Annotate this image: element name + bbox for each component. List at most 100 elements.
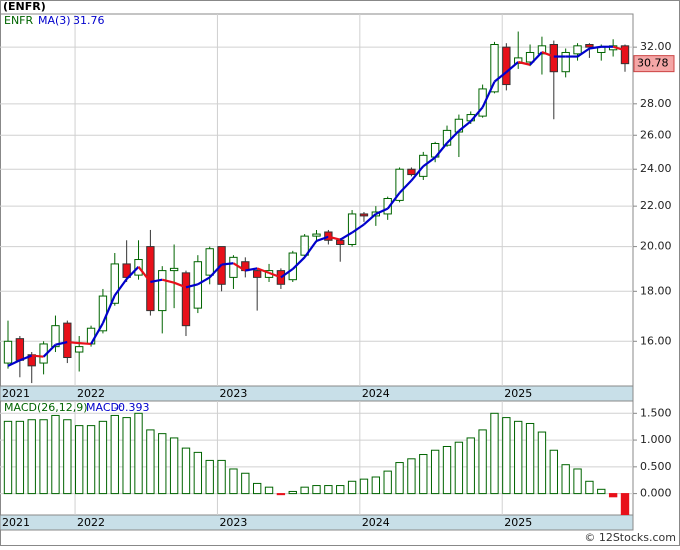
candle-body xyxy=(110,263,119,304)
ma-line xyxy=(67,340,80,345)
ma-line xyxy=(589,45,602,50)
candle-body xyxy=(27,354,36,367)
candle-body xyxy=(549,44,558,73)
macd-bar xyxy=(181,447,191,495)
candle-body xyxy=(169,267,179,272)
ma-line xyxy=(173,281,187,289)
ma-line xyxy=(161,278,175,284)
plot xyxy=(3,31,630,384)
y-tick-label: 32.00 xyxy=(640,40,672,53)
legend-ma-name: MA(3) xyxy=(38,14,71,27)
ma-line xyxy=(375,207,389,215)
candle-body xyxy=(122,263,131,278)
candle-body xyxy=(181,272,191,327)
macd-bar xyxy=(51,414,60,495)
macd-bar xyxy=(347,480,357,495)
macd-bar xyxy=(502,417,511,495)
legend-macd-value: -0.393 xyxy=(114,401,149,414)
macd-bar xyxy=(86,425,96,495)
macd-bar xyxy=(169,437,179,495)
legend-macd-name: MACD(26,12,9) xyxy=(4,401,88,414)
ma-line xyxy=(19,354,33,362)
candle-body xyxy=(51,325,60,348)
ma-line xyxy=(481,81,496,108)
macd-bar xyxy=(276,493,286,496)
ma-line xyxy=(208,263,223,279)
ma-line xyxy=(256,267,270,274)
macd-bar xyxy=(359,478,369,495)
candle-body xyxy=(158,270,167,312)
macd-bar xyxy=(229,468,238,495)
ma-line xyxy=(386,192,401,210)
ma-line xyxy=(434,142,448,159)
macd-bar xyxy=(324,485,333,495)
legend-ma-value: 31.76 xyxy=(73,14,105,27)
ma-line xyxy=(150,278,163,284)
macd-bar xyxy=(288,490,297,495)
candle-body xyxy=(585,44,594,48)
y-tick-label: 26.00 xyxy=(640,128,672,141)
candle-body xyxy=(312,233,321,237)
y-tick-label: 22.00 xyxy=(640,199,672,212)
candle-body xyxy=(229,256,238,278)
candle-body xyxy=(276,270,286,285)
last-price-box xyxy=(633,55,675,73)
candle-body xyxy=(573,45,582,55)
macd-bar xyxy=(395,462,404,495)
y-tick-label: 1.500 xyxy=(640,406,672,419)
macd-bar xyxy=(98,420,108,495)
watermark: © 12Stocks.com xyxy=(584,531,676,544)
candle-body xyxy=(537,45,547,55)
macd-bar xyxy=(300,486,309,495)
x-tick-label: 2021 xyxy=(2,516,30,529)
x-tick-label: 2024 xyxy=(362,387,390,400)
macd-bar xyxy=(134,412,143,495)
macd-bar xyxy=(158,433,167,495)
ma-line xyxy=(185,283,199,289)
x-tick-label: 2022 xyxy=(77,516,105,529)
x-tick-label: 2023 xyxy=(219,387,247,400)
ma-line xyxy=(303,240,318,258)
macd-bar xyxy=(478,429,487,495)
ma-line xyxy=(42,343,57,358)
macd-bar xyxy=(312,485,321,495)
y-tick-label: 20.00 xyxy=(640,240,672,253)
candle-body xyxy=(324,231,333,241)
macd-bar xyxy=(442,445,452,495)
last-price-label: 30.78 xyxy=(637,57,669,70)
macd-bar xyxy=(217,459,226,495)
macd-bar xyxy=(193,451,203,495)
ma-line xyxy=(576,47,591,58)
macd-bar xyxy=(371,476,381,495)
macd-bar xyxy=(122,417,131,495)
macd-bar xyxy=(514,420,523,495)
legend-macd-prefix: MACD: xyxy=(86,401,123,414)
ma-line xyxy=(328,235,341,241)
ma-line xyxy=(493,71,508,83)
macd-panel xyxy=(0,400,634,516)
candle-body xyxy=(478,88,487,117)
macd-bar xyxy=(597,488,606,495)
macd-bar xyxy=(241,472,250,495)
candle-body xyxy=(359,213,369,217)
macd-bar xyxy=(252,482,262,495)
candle-body xyxy=(490,44,499,93)
ma-line xyxy=(541,51,555,58)
macd-bar xyxy=(537,431,547,495)
y-tick-label: 1.000 xyxy=(640,433,672,446)
macd-bar xyxy=(75,425,84,495)
ma-line xyxy=(422,156,436,168)
candle-body xyxy=(336,239,345,245)
chart-title: (ENFR) xyxy=(3,0,46,13)
ma-line xyxy=(529,51,543,66)
candle-body xyxy=(395,168,404,201)
macd-bar xyxy=(383,470,392,495)
candle-body xyxy=(15,338,25,361)
ma-line xyxy=(55,341,68,346)
macd-bar xyxy=(454,441,464,495)
y-tick-label: 0.500 xyxy=(640,460,672,473)
ma-line xyxy=(410,165,425,182)
ma-line xyxy=(268,271,282,279)
macd-bar xyxy=(336,485,345,495)
